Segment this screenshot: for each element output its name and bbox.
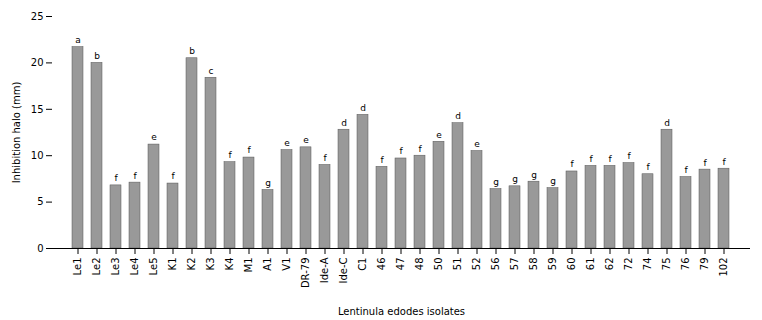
- svg-text:48: 48: [414, 258, 425, 271]
- svg-text:C1: C1: [357, 258, 368, 271]
- svg-text:Ide-A: Ide-A: [319, 257, 330, 283]
- svg-text:25: 25: [31, 11, 44, 22]
- svg-text:f: f: [323, 153, 327, 163]
- svg-text:0: 0: [37, 243, 43, 254]
- svg-text:K4: K4: [224, 258, 235, 271]
- svg-text:Le2: Le2: [91, 258, 102, 276]
- svg-text:A1: A1: [262, 258, 273, 271]
- svg-text:f: f: [171, 171, 175, 181]
- svg-text:g: g: [265, 178, 271, 188]
- svg-text:15: 15: [31, 104, 44, 115]
- svg-text:d: d: [664, 118, 670, 128]
- svg-text:Le3: Le3: [110, 258, 121, 276]
- svg-text:K2: K2: [186, 258, 197, 271]
- svg-text:e: e: [436, 130, 442, 140]
- svg-text:74: 74: [642, 258, 653, 271]
- svg-text:Le1: Le1: [72, 258, 83, 276]
- svg-text:102: 102: [718, 258, 729, 277]
- svg-text:Ide-C: Ide-C: [338, 257, 349, 283]
- svg-text:5: 5: [37, 196, 43, 207]
- svg-text:Lentinula edodes isolates: Lentinula edodes isolates: [338, 306, 465, 317]
- svg-text:e: e: [151, 132, 157, 142]
- svg-text:f: f: [646, 162, 650, 172]
- svg-text:20: 20: [31, 57, 44, 68]
- svg-text:f: f: [627, 151, 631, 161]
- svg-text:b: b: [189, 46, 195, 56]
- svg-text:60: 60: [566, 258, 577, 271]
- svg-text:72: 72: [623, 258, 634, 271]
- svg-text:61: 61: [585, 258, 596, 271]
- svg-text:f: f: [380, 155, 384, 165]
- svg-text:Le4: Le4: [129, 258, 140, 276]
- svg-text:Inhibition halo (mm): Inhibition halo (mm): [11, 82, 22, 184]
- svg-text:d: d: [360, 103, 366, 113]
- svg-text:K1: K1: [167, 258, 178, 271]
- svg-text:79: 79: [699, 258, 710, 271]
- svg-text:f: f: [418, 144, 422, 154]
- svg-text:f: f: [133, 170, 137, 180]
- svg-text:e: e: [303, 135, 309, 145]
- svg-text:d: d: [341, 118, 347, 128]
- svg-text:51: 51: [452, 258, 463, 271]
- svg-text:46: 46: [376, 258, 387, 271]
- svg-text:50: 50: [433, 258, 444, 271]
- svg-text:e: e: [284, 138, 290, 148]
- svg-text:g: g: [493, 177, 499, 187]
- svg-text:f: f: [589, 154, 593, 164]
- svg-text:DR-79: DR-79: [300, 258, 311, 289]
- svg-text:M1: M1: [243, 258, 254, 273]
- svg-text:f: f: [247, 145, 251, 155]
- svg-text:f: f: [703, 158, 707, 168]
- svg-text:V1: V1: [281, 258, 292, 271]
- svg-text:f: f: [684, 165, 688, 175]
- svg-text:10: 10: [31, 150, 44, 161]
- svg-text:f: f: [608, 154, 612, 164]
- svg-text:75: 75: [661, 258, 672, 271]
- svg-text:g: g: [512, 174, 518, 184]
- svg-text:f: f: [570, 159, 574, 169]
- svg-text:K3: K3: [205, 258, 216, 271]
- svg-text:62: 62: [604, 258, 615, 271]
- svg-text:58: 58: [528, 258, 539, 271]
- svg-text:f: f: [722, 157, 726, 167]
- svg-text:56: 56: [490, 258, 501, 271]
- svg-text:d: d: [455, 111, 461, 121]
- svg-text:57: 57: [509, 258, 520, 271]
- svg-text:e: e: [474, 139, 480, 149]
- svg-text:47: 47: [395, 258, 406, 271]
- svg-text:b: b: [94, 51, 100, 61]
- svg-text:g: g: [531, 170, 537, 180]
- svg-text:a: a: [75, 35, 81, 45]
- svg-text:Le5: Le5: [148, 258, 159, 276]
- svg-text:f: f: [228, 150, 232, 160]
- svg-text:76: 76: [680, 258, 691, 271]
- svg-text:f: f: [114, 173, 118, 183]
- svg-text:g: g: [550, 176, 556, 186]
- svg-text:c: c: [209, 66, 214, 76]
- svg-text:59: 59: [547, 258, 558, 271]
- svg-text:52: 52: [471, 258, 482, 271]
- svg-text:f: f: [399, 146, 403, 156]
